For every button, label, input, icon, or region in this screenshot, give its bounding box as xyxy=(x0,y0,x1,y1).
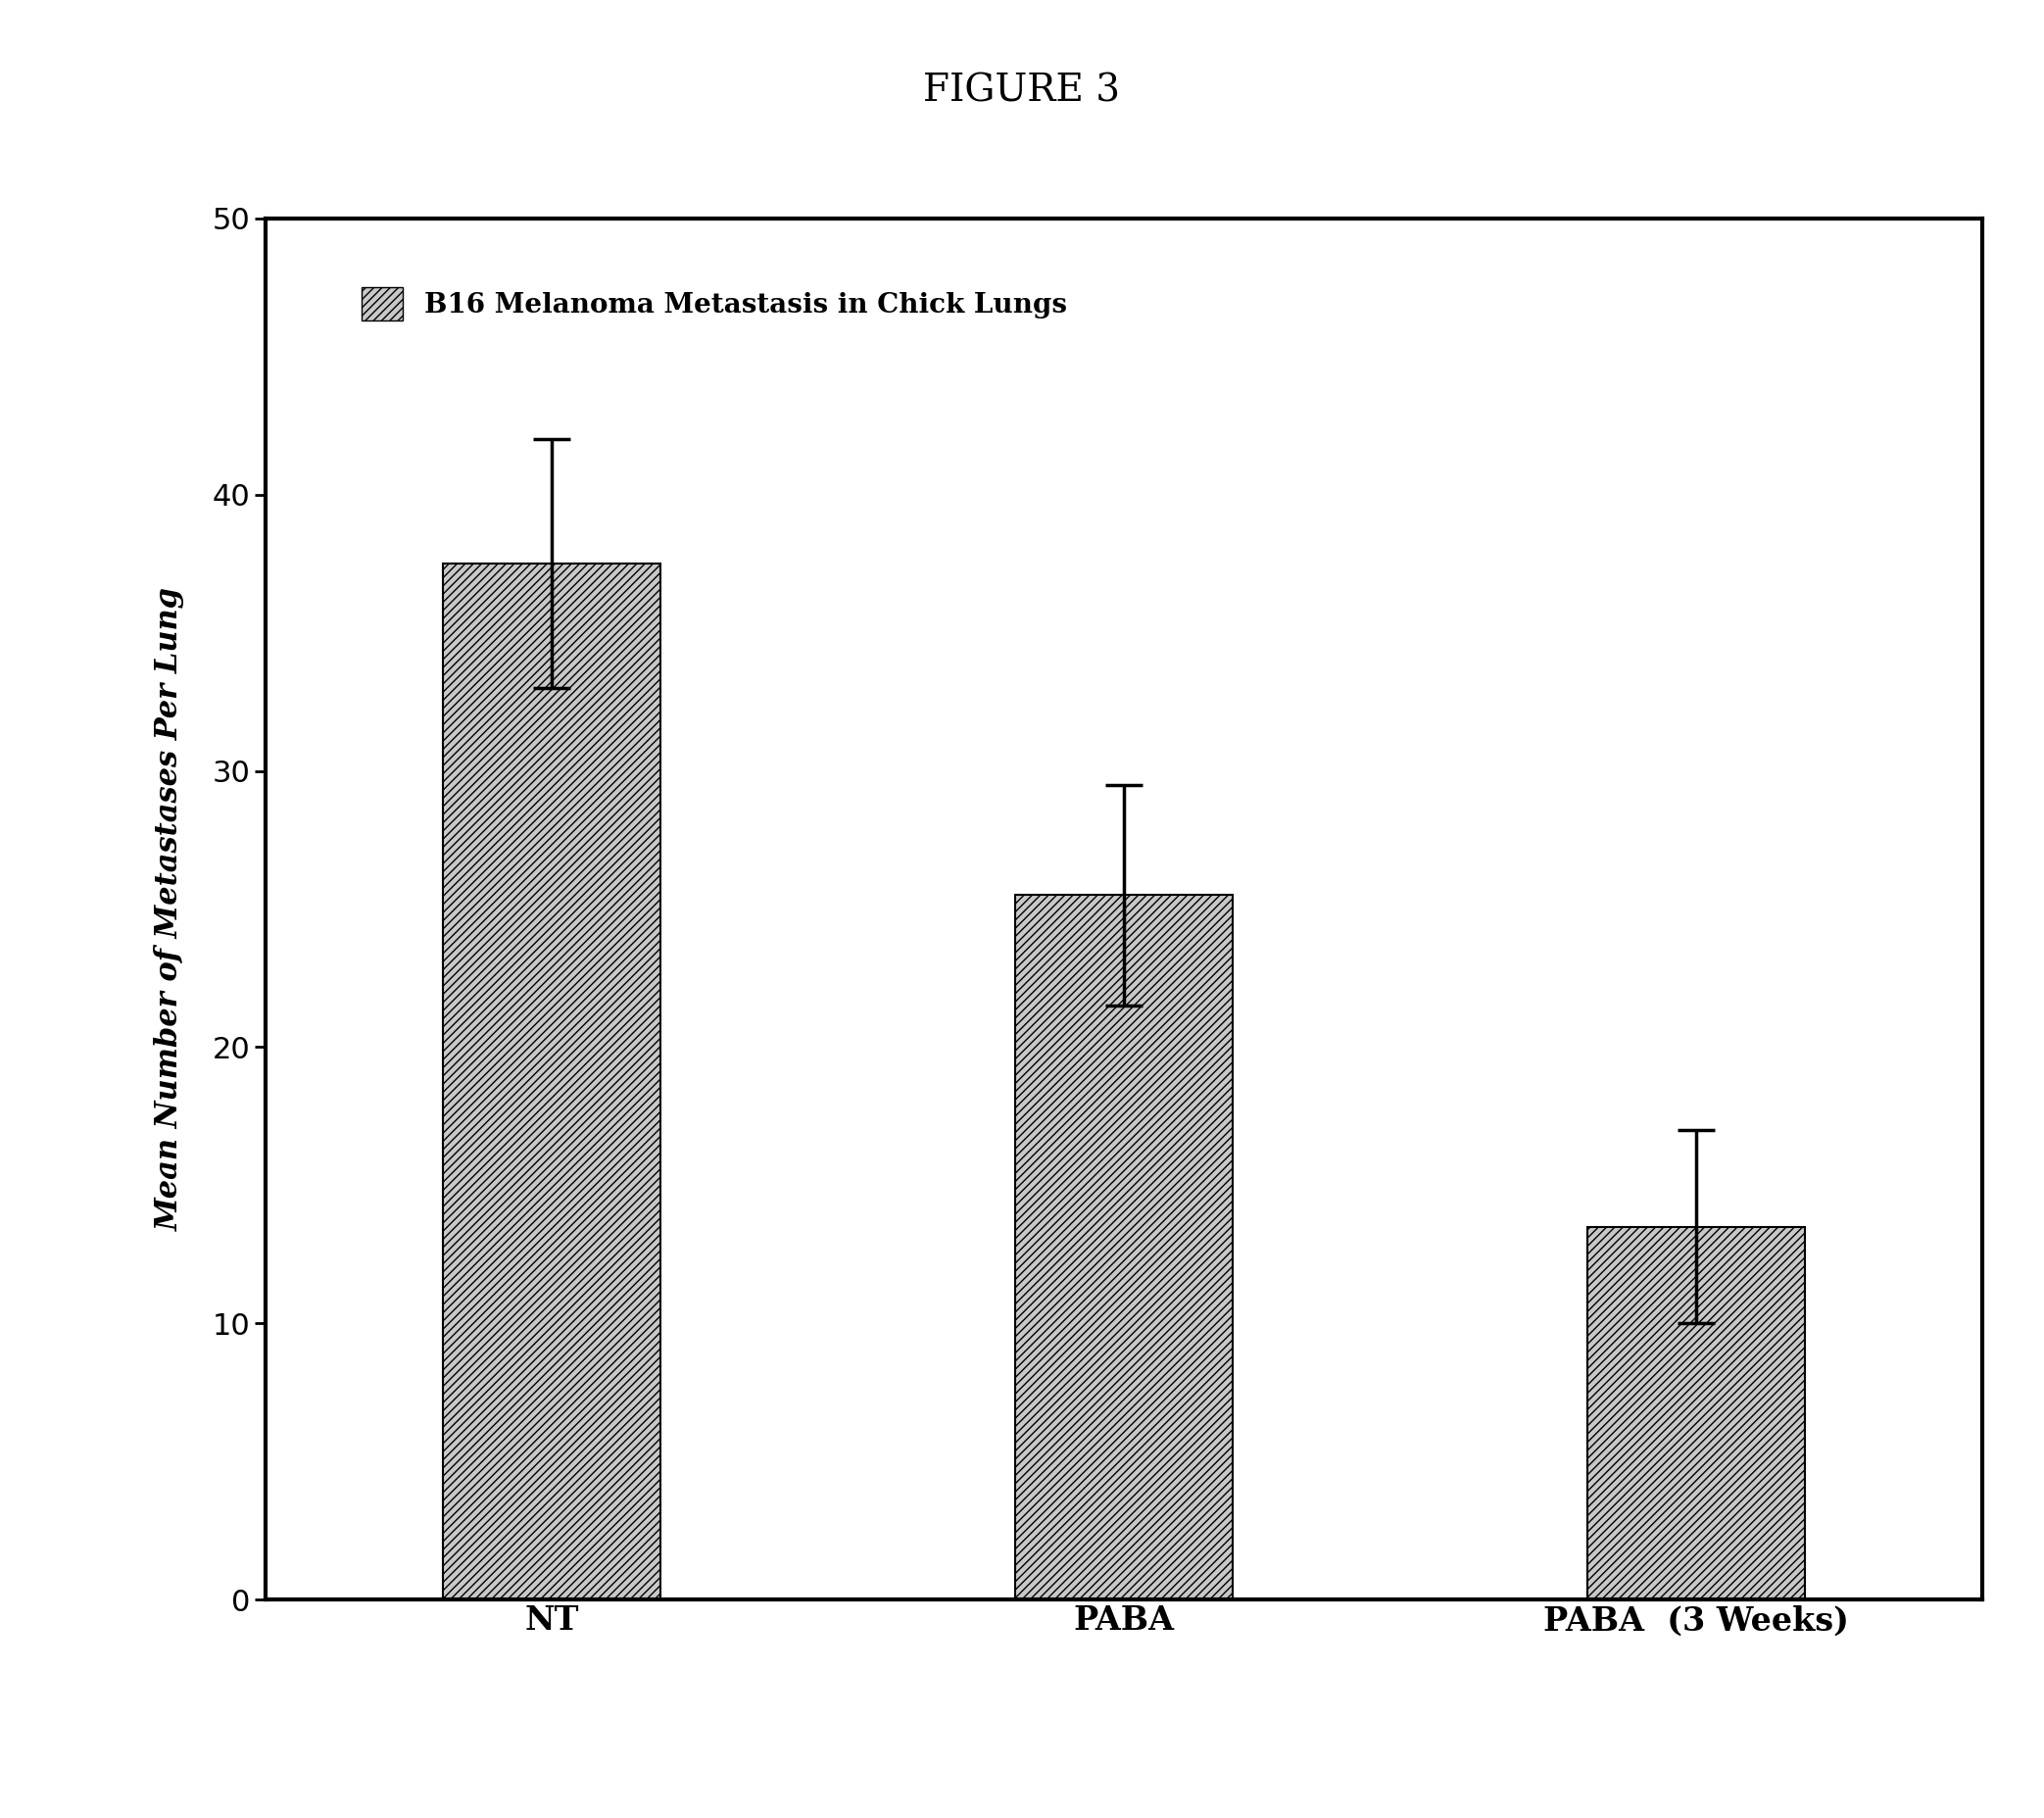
Bar xyxy=(1016,894,1233,1600)
Y-axis label: Mean Number of Metastases Per Lung: Mean Number of Metastases Per Lung xyxy=(155,587,184,1231)
Bar xyxy=(1588,1227,1805,1600)
Legend: B16 Melanoma Metastasis in Chick Lungs: B16 Melanoma Metastasis in Chick Lungs xyxy=(347,273,1081,335)
Bar xyxy=(444,564,660,1600)
Text: FIGURE 3: FIGURE 3 xyxy=(924,73,1120,109)
